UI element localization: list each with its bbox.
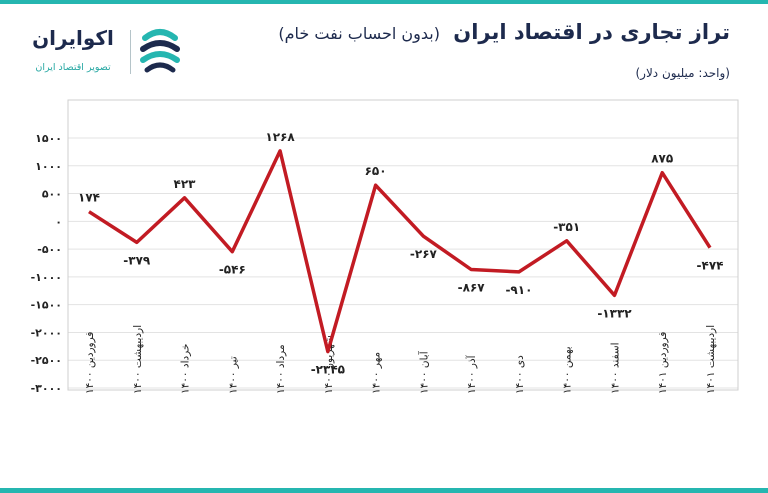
series-line bbox=[88, 149, 712, 354]
bottom-accent-band bbox=[0, 488, 768, 493]
chart-title: تراز تجاری در اقتصاد ایران (بدون احساب ن… bbox=[278, 20, 730, 44]
x-tick-label: دی ۱۴۰۰ bbox=[514, 355, 526, 394]
unit-label: (واحد: میلیون دلار) bbox=[635, 66, 730, 80]
data-label: -۴۷۴ bbox=[697, 259, 724, 273]
y-tick-label: -۱۵۰۰ bbox=[31, 299, 62, 312]
x-tick-label: آذر ۱۴۰۰ bbox=[465, 354, 478, 394]
x-tick-label: مرداد ۱۴۰۰ bbox=[275, 344, 287, 394]
y-tick-label: ۱۵۰۰ bbox=[35, 132, 62, 145]
y-tick-label: ۰ bbox=[55, 215, 62, 228]
ecoiran-logo: اکوایران تصویر اقتصاد ایران bbox=[22, 24, 182, 80]
data-label: -۲۶۷ bbox=[410, 247, 438, 261]
data-label: -۸۶۷ bbox=[458, 281, 486, 295]
x-tick-label: مهر ۱۴۰۰ bbox=[371, 352, 383, 394]
data-label: ۶۵۰ bbox=[365, 164, 387, 178]
y-tick-label: ۵۰۰ bbox=[42, 188, 62, 201]
data-label: ۸۷۵ bbox=[651, 152, 673, 166]
x-tick-label: فروردین ۱۴۰۰ bbox=[84, 332, 96, 394]
chart-title-main: تراز تجاری در اقتصاد ایران bbox=[453, 20, 730, 44]
data-label: -۲۳۴۵ bbox=[311, 363, 345, 377]
data-label: -۹۱۰ bbox=[505, 283, 532, 297]
data-label: ۱۷۴ bbox=[78, 191, 100, 205]
x-tick-label: آبان ۱۴۰۰ bbox=[417, 350, 430, 394]
x-tick-label: اسفند ۱۴۰۰ bbox=[609, 342, 621, 394]
x-tick-label: خرداد ۱۴۰۰ bbox=[180, 344, 192, 394]
data-label: ۱۲۶۸ bbox=[265, 130, 295, 144]
y-axis-ticks: ۱۵۰۰ ۱۰۰۰ ۵۰۰ ۰ -۵۰۰ -۱۰۰۰ -۱۵۰۰ -۲۰۰۰ -۲۵۰۰ -۳۰۰… bbox=[31, 132, 62, 395]
data-label: ۴۲۳ bbox=[174, 177, 197, 191]
x-tick-label: تیر ۱۴۰۰ bbox=[227, 356, 239, 394]
y-tick-label: -۲۰۰۰ bbox=[31, 326, 62, 339]
logo-name: اکوایران bbox=[32, 26, 114, 50]
x-tick-label: بهمن ۱۴۰۰ bbox=[562, 346, 574, 394]
y-gridlines bbox=[68, 137, 738, 389]
plot-frame bbox=[67, 99, 739, 391]
top-accent-band bbox=[0, 0, 768, 4]
data-label: -۵۴۶ bbox=[219, 263, 246, 277]
chart-title-subtitle: (بدون احساب نفت خام) bbox=[278, 24, 440, 43]
data-label: -۱۳۳۲ bbox=[597, 306, 632, 320]
y-tick-label: -۳۰۰۰ bbox=[31, 382, 62, 395]
logo-tagline: تصویر اقتصاد ایران bbox=[35, 62, 111, 73]
x-axis-ticks: فروردین ۱۴۰۰ اردیبهشت ۱۴۰۰ خرداد ۱۴۰۰ تیر ۱… bbox=[84, 325, 717, 394]
x-tick-label: اردیبهشت ۱۴۰۰ bbox=[132, 325, 144, 394]
y-tick-label: -۲۵۰۰ bbox=[31, 354, 62, 367]
ecoiran-swirl-icon bbox=[140, 29, 180, 73]
data-labels: ۱۷۴ -۳۷۹ ۴۲۳ -۵۴۶ ۱۲۶۸ -۲۳۴۵ ۶۵۰ -۲۶۷ -۸۶۷ -۹۱۰ -۳… bbox=[78, 130, 723, 377]
logo-separator bbox=[130, 30, 131, 74]
data-label: -۳۵۱ bbox=[553, 220, 580, 234]
x-tick-label: فروردین ۱۴۰۱ bbox=[657, 332, 669, 394]
y-tick-label: -۵۰۰ bbox=[37, 243, 62, 256]
y-tick-label: ۱۰۰۰ bbox=[35, 160, 62, 173]
x-tick-label: اردیبهشت ۱۴۰۱ bbox=[705, 325, 717, 394]
y-tick-label: -۱۰۰۰ bbox=[31, 271, 62, 284]
data-label: -۳۷۹ bbox=[123, 253, 151, 267]
